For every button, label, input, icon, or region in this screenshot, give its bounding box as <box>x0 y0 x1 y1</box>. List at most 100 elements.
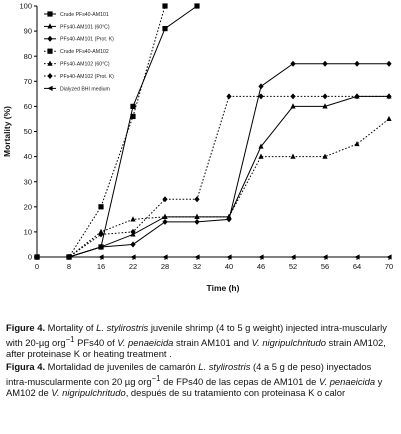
series-line <box>37 5 166 258</box>
series-line <box>37 118 390 258</box>
legend-marker <box>47 73 53 79</box>
legend-label: PFs40-AM101 (Prot. K) <box>60 37 114 43</box>
data-point <box>194 3 200 9</box>
data-point <box>354 254 360 260</box>
data-point <box>130 113 136 120</box>
x-tick-label: 52 <box>289 262 297 271</box>
data-point <box>290 103 296 109</box>
y-tick-label: 70 <box>24 77 32 86</box>
caption-spanish-species: L. stylirostris <box>198 360 251 372</box>
y-tick-label: 40 <box>24 152 32 161</box>
data-point <box>130 216 136 222</box>
x-tick-label: 46 <box>257 262 265 271</box>
legend-label: PFs40-AM102 (60°C) <box>60 62 110 68</box>
data-point <box>98 243 104 250</box>
x-tick-label: 56 <box>321 262 329 271</box>
data-point <box>194 218 200 225</box>
data-point <box>98 254 104 260</box>
data-point <box>130 228 136 235</box>
caption-english-text: strain AM102, after proteinase K or heat… <box>6 336 386 360</box>
y-axis-title: Mortality (%) <box>2 106 12 157</box>
data-point <box>258 143 264 149</box>
x-tick-label: 8 <box>67 262 71 271</box>
x-axis-title: Time (h) <box>207 283 240 293</box>
data-point <box>162 25 168 32</box>
caption-english-species: L. stylirostris <box>96 322 149 333</box>
series-7 <box>34 254 392 260</box>
caption-english-text: PFs40 of <box>74 336 118 348</box>
data-point <box>290 153 296 159</box>
data-point <box>290 93 296 100</box>
data-point <box>258 93 264 100</box>
legend-marker <box>47 35 53 42</box>
y-tick-label: 0 <box>28 253 32 262</box>
data-point <box>290 254 296 260</box>
data-point <box>322 153 328 159</box>
data-point <box>162 254 168 260</box>
caption-spanish-species: V. penaeicida <box>318 375 376 387</box>
x-tick-label: 22 <box>129 262 137 271</box>
data-point <box>130 241 136 248</box>
figure-captions: Figure 4. Mortality of L. stylirostris j… <box>6 322 395 400</box>
caption-spanish-text: de FPs40 de las cepas de AM101 de <box>160 375 319 387</box>
legend-marker <box>47 23 53 29</box>
data-point <box>386 254 392 260</box>
data-point <box>322 254 328 260</box>
legend: Crude PFs40-AM101 PFs40-AM101 (60°C) PFs40… <box>44 11 114 92</box>
legend-label: Dialyzed BHI medium <box>60 86 110 92</box>
caption-spanish-text: y AM102 de <box>6 375 383 399</box>
y-tick-label: 50 <box>24 127 32 136</box>
series-6 <box>34 93 392 260</box>
y-tick-label: 20 <box>24 202 32 211</box>
caption-english-superscript: −1 <box>65 334 75 344</box>
x-tick-label: 16 <box>97 262 105 271</box>
y-tick-label: 90 <box>24 27 32 36</box>
x-tick-label: 64 <box>353 262 361 271</box>
y-tick-label: 100 <box>19 2 32 11</box>
caption-english-text: strain AM101 and <box>173 336 252 348</box>
data-point <box>194 213 200 219</box>
y-tick-label: 10 <box>24 228 32 237</box>
series-line <box>37 95 389 258</box>
series-5 <box>34 115 392 260</box>
data-point <box>162 218 168 225</box>
data-point <box>258 254 264 260</box>
data-point <box>162 3 168 9</box>
caption-english-label: Figure 4. <box>6 322 46 333</box>
legend-label: Crude PFs40-AM102 <box>60 49 109 55</box>
data-point <box>98 231 104 238</box>
y-tick-label: 30 <box>24 177 32 186</box>
data-point <box>322 60 328 67</box>
data-point <box>34 254 40 260</box>
x-tick-label: 0 <box>35 262 39 271</box>
x-tick-label: 32 <box>193 262 201 271</box>
series-2 <box>34 93 392 260</box>
caption-spanish-superscript: −1 <box>151 373 161 383</box>
caption-spanish-text: Mortalidad de juveniles de camarón <box>45 360 199 372</box>
caption-english: Figure 4. Mortality of L. stylirostris j… <box>6 322 395 360</box>
data-point <box>66 254 72 260</box>
caption-spanish-text: (4 a 5 g de peso) inyectados intra-muscu… <box>6 360 372 387</box>
data-point <box>98 204 104 210</box>
caption-english-text: Mortality of <box>45 322 97 333</box>
caption-english-text: juvenile shrimp (4 to 5 g weight) inject… <box>6 322 387 348</box>
data-point <box>98 228 104 234</box>
data-point <box>258 83 264 90</box>
data-point <box>322 103 328 109</box>
y-tick-label: 60 <box>24 102 32 111</box>
data-point <box>130 254 136 260</box>
legend-marker <box>47 11 53 17</box>
x-tick-label: 70 <box>385 262 393 271</box>
legend-label: PFs40-AM101 (60°C) <box>60 24 110 30</box>
data-point <box>226 213 232 219</box>
data-point <box>354 93 360 100</box>
caption-spanish: Figura 4. Mortalidad de juveniles de cam… <box>6 361 395 399</box>
x-tick-label: 40 <box>225 262 233 271</box>
mortality-chart: 0 10 20 30 40 50 60 70 80 90 100 0 8 16 22 28 32 40 46 52 56… <box>2 2 393 293</box>
caption-spanish-text: , después de su tratamiento con proteina… <box>125 387 346 399</box>
data-point <box>386 115 392 122</box>
data-point <box>386 93 392 100</box>
data-point <box>386 60 392 67</box>
series-line <box>37 95 389 258</box>
legend-label: Crude PFs40-AM101 <box>60 12 109 18</box>
